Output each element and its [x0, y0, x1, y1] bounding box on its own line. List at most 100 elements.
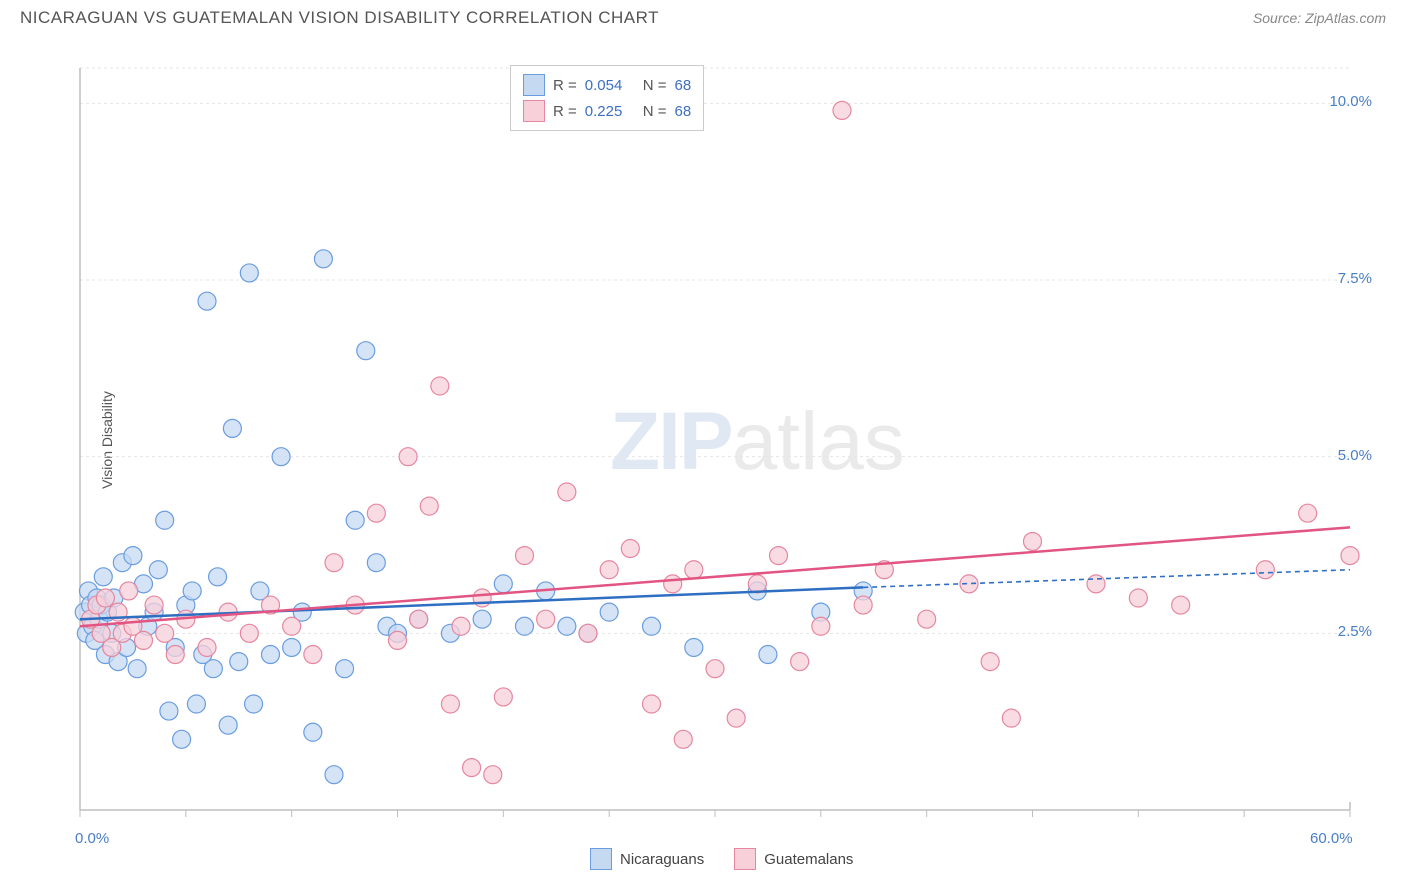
data-point — [558, 617, 576, 635]
data-point — [240, 264, 258, 282]
data-point — [120, 582, 138, 600]
data-point — [685, 561, 703, 579]
data-point — [304, 646, 322, 664]
data-point — [204, 660, 222, 678]
data-point — [727, 709, 745, 727]
source-attribution: Source: ZipAtlas.com — [1253, 10, 1386, 26]
data-point — [304, 723, 322, 741]
data-point — [223, 419, 241, 437]
n-label: N = — [643, 77, 667, 94]
data-point — [1024, 532, 1042, 550]
data-point — [484, 766, 502, 784]
legend-swatch — [734, 848, 756, 870]
r-label: R = — [553, 103, 577, 120]
x-tick-label: 60.0% — [1310, 830, 1353, 847]
series-legend: Nicaraguans Guatemalans — [590, 848, 853, 870]
data-point — [812, 617, 830, 635]
n-value: 68 — [675, 103, 692, 120]
data-point — [198, 292, 216, 310]
data-point — [1341, 547, 1359, 565]
data-point — [664, 575, 682, 593]
data-point — [198, 638, 216, 656]
x-tick-label: 0.0% — [75, 830, 109, 847]
data-point — [230, 653, 248, 671]
data-point — [135, 631, 153, 649]
trend-line — [80, 527, 1350, 626]
series-legend-item: Guatemalans — [734, 848, 853, 870]
data-point — [173, 730, 191, 748]
data-point — [156, 511, 174, 529]
data-point — [367, 504, 385, 522]
data-point — [272, 448, 290, 466]
data-point — [1172, 596, 1190, 614]
data-point — [494, 575, 512, 593]
data-point — [463, 759, 481, 777]
data-point — [124, 547, 142, 565]
r-value: 0.225 — [585, 103, 635, 120]
data-point — [187, 695, 205, 713]
data-point — [473, 610, 491, 628]
series-label: Nicaraguans — [620, 851, 704, 868]
data-point — [399, 448, 417, 466]
data-point — [145, 596, 163, 614]
correlation-legend-row: R = 0.225 N = 68 — [523, 98, 691, 124]
scatter-chart-svg — [50, 50, 1380, 830]
legend-swatch — [523, 100, 545, 122]
data-point — [854, 596, 872, 614]
data-point — [674, 730, 692, 748]
data-point — [759, 646, 777, 664]
data-point — [1299, 504, 1317, 522]
data-point — [643, 617, 661, 635]
series-legend-item: Nicaraguans — [590, 848, 704, 870]
data-point — [149, 561, 167, 579]
data-point — [833, 101, 851, 119]
data-point — [367, 554, 385, 572]
data-point — [245, 695, 263, 713]
n-label: N = — [643, 103, 667, 120]
legend-swatch — [590, 848, 612, 870]
legend-swatch — [523, 74, 545, 96]
data-point — [262, 646, 280, 664]
data-point — [600, 561, 618, 579]
data-point — [770, 547, 788, 565]
data-point — [128, 660, 146, 678]
data-point — [314, 250, 332, 268]
data-point — [336, 660, 354, 678]
data-point — [1256, 561, 1274, 579]
data-point — [706, 660, 724, 678]
y-tick-label: 10.0% — [1312, 93, 1372, 110]
correlation-legend-row: R = 0.054N = 68 — [523, 72, 691, 98]
data-point — [621, 540, 639, 558]
data-point — [918, 610, 936, 628]
data-point — [643, 695, 661, 713]
data-point — [1129, 589, 1147, 607]
data-point — [96, 589, 114, 607]
data-point — [160, 702, 178, 720]
chart-area: Vision Disability ZIPatlas R = 0.054N = … — [50, 50, 1380, 830]
data-point — [94, 568, 112, 586]
data-point — [494, 688, 512, 706]
data-point — [537, 610, 555, 628]
r-label: R = — [553, 77, 577, 94]
data-point — [283, 638, 301, 656]
correlation-legend: R = 0.054N = 68R = 0.225N = 68 — [510, 65, 704, 131]
data-point — [240, 624, 258, 642]
y-tick-label: 5.0% — [1312, 447, 1372, 464]
chart-title: NICARAGUAN VS GUATEMALAN VISION DISABILI… — [20, 8, 659, 28]
data-point — [325, 554, 343, 572]
data-point — [283, 617, 301, 635]
data-point — [441, 695, 459, 713]
data-point — [791, 653, 809, 671]
data-point — [389, 631, 407, 649]
data-point — [685, 638, 703, 656]
data-point — [183, 582, 201, 600]
data-point — [452, 617, 470, 635]
data-point — [558, 483, 576, 501]
data-point — [1087, 575, 1105, 593]
data-point — [357, 342, 375, 360]
data-point — [410, 610, 428, 628]
data-point — [748, 575, 766, 593]
y-tick-label: 2.5% — [1312, 623, 1372, 640]
data-point — [346, 511, 364, 529]
series-label: Guatemalans — [764, 851, 853, 868]
